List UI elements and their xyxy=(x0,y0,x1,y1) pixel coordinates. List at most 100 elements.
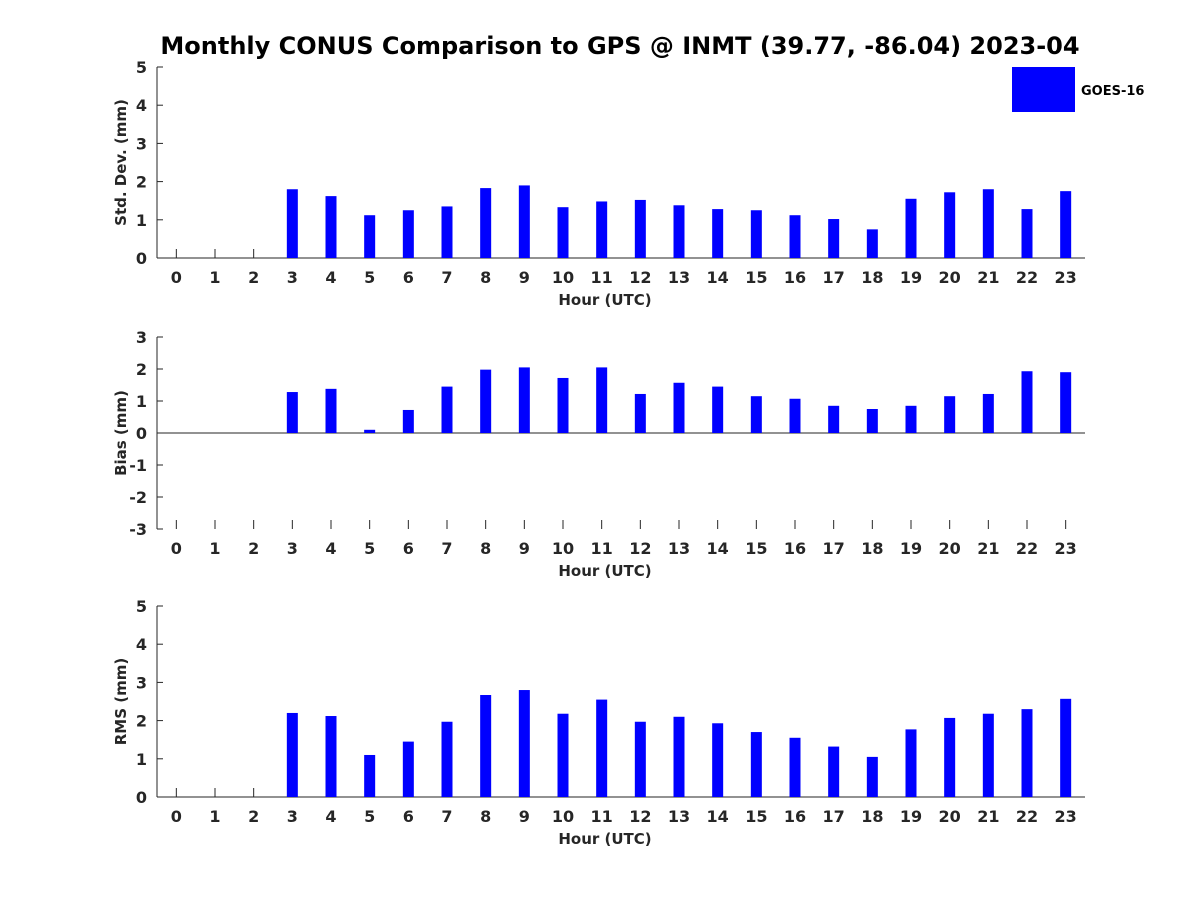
x-tick-label: 18 xyxy=(861,807,883,826)
bar xyxy=(1021,371,1033,433)
x-tick-label: 13 xyxy=(668,807,690,826)
bar xyxy=(441,386,453,433)
x-tick-label: 1 xyxy=(209,807,220,826)
bar xyxy=(325,196,337,258)
bar xyxy=(828,405,840,433)
x-tick-label: 17 xyxy=(823,807,845,826)
x-tick-label: 8 xyxy=(480,807,491,826)
bar xyxy=(1021,709,1033,797)
x-tick-label: 6 xyxy=(403,539,414,558)
x-axis-label: Hour (UTC) xyxy=(558,562,651,580)
bar xyxy=(634,393,646,433)
x-tick-label: 13 xyxy=(668,539,690,558)
y-tick-label: -3 xyxy=(129,520,147,539)
bar xyxy=(750,210,762,258)
bar xyxy=(1060,372,1072,433)
y-tick-label: -2 xyxy=(129,488,147,507)
bar xyxy=(750,732,762,797)
bar xyxy=(1060,191,1072,258)
x-tick-label: 0 xyxy=(171,539,182,558)
legend-label: GOES-16 xyxy=(1081,84,1144,99)
x-tick-label: 12 xyxy=(629,807,651,826)
bar xyxy=(982,393,994,433)
x-axis-label: Hour (UTC) xyxy=(558,291,651,309)
bar xyxy=(828,746,840,797)
x-tick-label: 19 xyxy=(900,268,922,287)
bar xyxy=(905,729,917,797)
bar xyxy=(712,209,724,258)
x-axis-label: Hour (UTC) xyxy=(558,830,651,848)
x-tick-label: 16 xyxy=(784,268,806,287)
bar xyxy=(866,409,878,433)
x-tick-label: 22 xyxy=(1016,807,1038,826)
x-tick-label: 19 xyxy=(900,807,922,826)
x-tick-label: 7 xyxy=(441,807,452,826)
bar xyxy=(596,699,608,797)
y-axis-label: RMS (mm) xyxy=(112,658,130,745)
legend-swatch xyxy=(1012,67,1075,112)
bar xyxy=(1021,209,1033,258)
bar xyxy=(364,215,376,258)
y-tick-label: 0 xyxy=(136,424,147,443)
bar xyxy=(286,392,298,433)
bar xyxy=(634,199,646,258)
x-tick-label: 4 xyxy=(325,807,336,826)
bar xyxy=(982,189,994,258)
x-tick-label: 11 xyxy=(591,539,613,558)
x-tick-label: 12 xyxy=(629,539,651,558)
x-tick-label: 1 xyxy=(209,268,220,287)
x-tick-label: 20 xyxy=(939,807,961,826)
y-tick-label: 2 xyxy=(136,360,147,379)
bar xyxy=(750,396,762,433)
bar xyxy=(402,741,414,797)
bar xyxy=(364,754,376,797)
x-tick-label: 6 xyxy=(403,807,414,826)
bar xyxy=(828,219,840,258)
x-tick-label: 2 xyxy=(248,539,259,558)
chart-title: Monthly CONUS Comparison to GPS @ INMT (… xyxy=(160,32,1079,60)
y-tick-label: 2 xyxy=(136,712,147,731)
x-tick-label: 12 xyxy=(629,268,651,287)
y-axis-label: Bias (mm) xyxy=(112,390,130,476)
bar xyxy=(402,409,414,433)
x-tick-label: 8 xyxy=(480,539,491,558)
y-tick-label: 1 xyxy=(136,211,147,230)
bar xyxy=(441,721,453,797)
x-tick-label: 3 xyxy=(287,807,298,826)
bar xyxy=(596,201,608,258)
x-tick-label: 19 xyxy=(900,539,922,558)
bar xyxy=(1060,698,1072,797)
y-tick-label: 4 xyxy=(136,635,147,654)
x-tick-label: 7 xyxy=(441,539,452,558)
x-tick-label: 5 xyxy=(364,268,375,287)
bar xyxy=(673,716,685,797)
bar xyxy=(325,388,337,433)
x-tick-label: 7 xyxy=(441,268,452,287)
y-tick-label: 0 xyxy=(136,249,147,268)
x-tick-label: 18 xyxy=(861,268,883,287)
bar xyxy=(789,398,801,433)
bar xyxy=(364,429,376,433)
x-tick-label: 2 xyxy=(248,268,259,287)
bar xyxy=(557,207,569,258)
y-tick-label: 2 xyxy=(136,173,147,192)
x-tick-label: 21 xyxy=(977,539,999,558)
y-tick-label: 1 xyxy=(136,750,147,769)
x-tick-label: 18 xyxy=(861,539,883,558)
x-tick-label: 20 xyxy=(939,268,961,287)
bar xyxy=(866,756,878,797)
bar xyxy=(789,737,801,797)
x-tick-label: 14 xyxy=(707,539,729,558)
bar xyxy=(673,205,685,258)
x-tick-label: 23 xyxy=(1055,539,1077,558)
bar xyxy=(557,377,569,433)
bar xyxy=(480,695,492,797)
x-tick-label: 17 xyxy=(823,268,845,287)
bar xyxy=(518,690,530,797)
y-tick-label: 5 xyxy=(136,58,147,77)
x-tick-label: 21 xyxy=(977,807,999,826)
